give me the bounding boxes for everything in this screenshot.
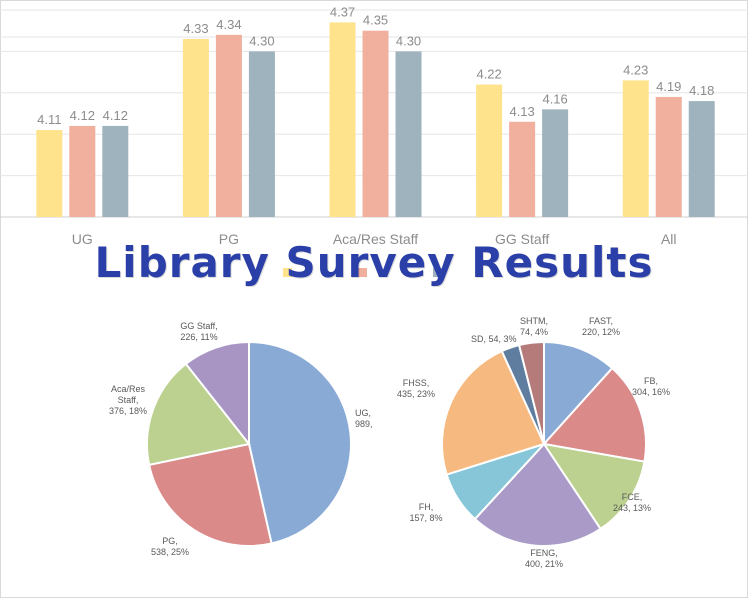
bar-data-label: 4.35 <box>363 13 388 28</box>
pie-slice <box>473 442 602 547</box>
slice-label: SHTM, <box>520 316 548 326</box>
bar <box>622 80 649 217</box>
bar <box>476 84 503 218</box>
slice-label: Staff, <box>118 395 139 405</box>
slice-label: FCE, <box>622 492 643 502</box>
slice-label: FAST, <box>589 316 613 326</box>
slice-value-label: 304, 16% <box>632 387 670 397</box>
bar-data-label: 4.37 <box>330 4 355 19</box>
x-tick-label: GG Staff <box>495 231 549 247</box>
legend-swatch <box>283 268 292 277</box>
bar-data-label: 4.18 <box>689 83 714 98</box>
bar-data-label: 4.34 <box>216 17 241 32</box>
bar <box>395 51 422 218</box>
bar-data-label: 4.16 <box>542 91 567 106</box>
slice-value-label: 400, 21% <box>525 559 563 569</box>
x-tick-label: All <box>661 231 677 247</box>
slice-value-label: 226, 11% <box>180 332 217 342</box>
x-tick-label: UG <box>72 231 93 247</box>
slice-label: FH, <box>419 502 434 512</box>
slice-value-label: 157, 8% <box>409 513 442 523</box>
bar-data-label: 4.30 <box>249 33 274 48</box>
x-tick-label: Aca/Res Staff <box>333 231 418 247</box>
pie-slice <box>184 340 250 447</box>
slice-label: UG, <box>355 408 371 418</box>
pie-slice <box>248 340 352 545</box>
bar <box>362 30 389 218</box>
legend-swatch <box>433 268 442 277</box>
bar-data-label: 4.30 <box>396 33 421 48</box>
slice-value-label: 538, 25% <box>151 547 189 557</box>
bar-data-label: 4.13 <box>509 104 534 119</box>
bar <box>655 96 682 217</box>
bar-chart: 4.11 4.12 4.12 UG 4.33 4.34 4.30 PG 4.37 4.35 4.30… <box>0 4 748 277</box>
pie-chart-right: FAST,220, 12% FB,304, 16% FCE,243, 13% FENG… <box>397 316 670 569</box>
pie-slice <box>541 442 646 531</box>
bar <box>688 101 715 217</box>
slice-value-label: 243, 13% <box>613 503 651 513</box>
bar-data-label: 4.22 <box>476 67 501 82</box>
bar-data-label: 4.12 <box>70 108 95 123</box>
bar-data-label: 4.12 <box>103 108 128 123</box>
bar <box>248 51 275 218</box>
slice-value-label: 989, 46% <box>355 419 374 429</box>
bar <box>542 109 569 217</box>
pie-slice <box>147 442 273 547</box>
x-tick-label: PG <box>219 231 239 247</box>
pie-slice <box>542 366 647 463</box>
slice-value-label: 74, 4% <box>520 327 548 337</box>
bar <box>215 34 242 218</box>
bar-data-label: 4.33 <box>183 21 208 36</box>
slice-label: SD, 54, 3% <box>471 334 517 344</box>
pie-slice <box>543 340 614 447</box>
pie-slice <box>146 362 251 467</box>
bar <box>329 22 356 218</box>
slice-label: FB, <box>644 376 658 386</box>
bar <box>36 130 63 217</box>
slice-value-label: 220, 12% <box>582 327 620 337</box>
slice-label: Aca/Res <box>111 384 146 394</box>
bar <box>509 121 536 217</box>
bar-data-label: 4.11 <box>37 112 61 127</box>
bar-data-label: 4.23 <box>623 62 648 77</box>
bar <box>182 38 209 218</box>
slice-value-label: 435, 23% <box>397 389 435 399</box>
slice-label: FHSS, <box>403 378 430 388</box>
bar-data-label: 4.19 <box>656 79 681 94</box>
legend-swatch <box>358 268 367 277</box>
bar <box>69 125 96 217</box>
pie-slice <box>441 349 546 476</box>
pie-slice <box>517 340 545 445</box>
page-title: Library Survey Results <box>94 238 654 287</box>
slice-value-label: 376, 18% <box>109 406 147 416</box>
slice-label: FENG, <box>530 548 558 558</box>
pie-chart-left: UG,989, 46% PG,538, 25% GG Staff,226, 11% A… <box>109 321 374 557</box>
bar <box>102 125 129 217</box>
slice-label: PG, <box>162 536 178 546</box>
slice-label: GG Staff, <box>180 321 217 331</box>
